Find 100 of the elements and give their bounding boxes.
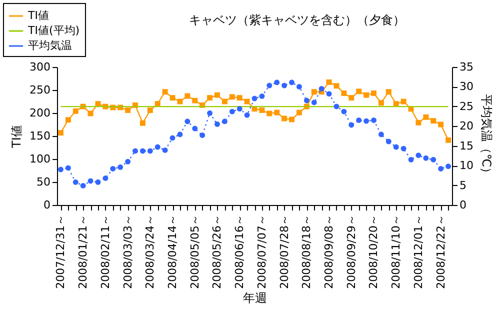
point bbox=[348, 122, 354, 128]
point bbox=[356, 88, 362, 94]
point bbox=[334, 104, 340, 110]
point bbox=[140, 148, 146, 154]
x-tick-label: 2008/05/05～ bbox=[188, 214, 202, 289]
y-tick-label: 300 bbox=[30, 60, 50, 74]
point bbox=[110, 166, 116, 172]
point bbox=[222, 118, 228, 124]
point bbox=[341, 90, 347, 96]
point bbox=[125, 158, 131, 164]
x-tick-label: 2008/03/24～ bbox=[144, 214, 157, 289]
point bbox=[334, 83, 340, 89]
point bbox=[207, 95, 213, 101]
point bbox=[118, 164, 124, 170]
x-tick-label: 2007/12/31～ bbox=[54, 214, 68, 289]
x-tick-label: 2008/07/07～ bbox=[255, 214, 268, 289]
x-tick-label: 2008/05/26～ bbox=[210, 214, 224, 289]
y2-tick-label: 0 bbox=[460, 198, 466, 212]
x-axis-title: 年週 bbox=[243, 290, 267, 305]
point bbox=[311, 100, 317, 106]
x-tick-label: 2008/09/08～ bbox=[322, 214, 336, 289]
point bbox=[192, 126, 198, 132]
point bbox=[356, 117, 362, 123]
point bbox=[207, 110, 213, 116]
point bbox=[214, 92, 220, 98]
point bbox=[364, 92, 370, 98]
point bbox=[184, 118, 190, 124]
point bbox=[229, 108, 235, 114]
point bbox=[416, 120, 422, 126]
point bbox=[162, 89, 168, 95]
legend-label: 平均気温 bbox=[28, 39, 72, 52]
point bbox=[170, 135, 176, 141]
point bbox=[311, 89, 317, 95]
point bbox=[438, 166, 444, 172]
point bbox=[236, 95, 242, 101]
point bbox=[438, 122, 444, 128]
point bbox=[446, 137, 452, 143]
x-tick-label: 2008/02/11～ bbox=[98, 214, 112, 289]
point bbox=[214, 121, 220, 127]
point bbox=[170, 95, 176, 101]
x-tick-label: 2008/04/14～ bbox=[166, 214, 180, 289]
point bbox=[88, 110, 94, 116]
point bbox=[222, 98, 228, 104]
point bbox=[430, 156, 436, 162]
point bbox=[184, 93, 190, 99]
y-tick-label: 0 bbox=[44, 198, 50, 212]
point bbox=[386, 89, 392, 95]
point bbox=[378, 132, 384, 138]
y2-axis-title: 平均気温（℃） bbox=[479, 94, 494, 180]
point bbox=[289, 80, 295, 86]
point bbox=[65, 165, 71, 171]
point bbox=[400, 146, 406, 152]
point bbox=[154, 144, 160, 150]
point bbox=[200, 132, 206, 138]
x-tick-label: 2008/12/22～ bbox=[434, 214, 448, 289]
point bbox=[341, 108, 347, 114]
x-tick-label: 2008/08/18～ bbox=[300, 214, 314, 289]
point bbox=[326, 91, 332, 97]
legend-label: TI値 bbox=[27, 9, 49, 22]
chart-title: キャベツ（紫キャベツを含む）（夕食） bbox=[189, 13, 405, 27]
point bbox=[364, 118, 370, 124]
point bbox=[318, 86, 324, 92]
point bbox=[177, 98, 183, 104]
y2-tick-label: 10 bbox=[460, 159, 474, 172]
point bbox=[229, 94, 235, 100]
x-tick-label: 2008/07/28～ bbox=[278, 214, 291, 289]
point bbox=[259, 108, 265, 113]
point bbox=[371, 90, 376, 96]
point bbox=[140, 120, 146, 126]
point bbox=[244, 98, 250, 104]
point bbox=[274, 110, 280, 116]
point bbox=[58, 166, 64, 172]
point bbox=[58, 130, 64, 136]
point bbox=[102, 175, 108, 181]
point bbox=[147, 108, 153, 113]
point bbox=[326, 79, 332, 85]
point bbox=[304, 98, 310, 104]
y2-tick-label: 20 bbox=[460, 120, 474, 133]
point bbox=[244, 112, 250, 118]
point bbox=[430, 118, 436, 124]
point bbox=[266, 110, 272, 116]
point bbox=[446, 164, 452, 170]
x-tick-label: 2008/09/29～ bbox=[344, 214, 358, 289]
y-axis-title: TI値 bbox=[10, 125, 24, 149]
point bbox=[80, 182, 86, 188]
point bbox=[125, 108, 131, 113]
point bbox=[296, 84, 302, 90]
point bbox=[416, 152, 422, 158]
point bbox=[296, 110, 302, 116]
point bbox=[289, 116, 294, 122]
x-tick-label: 2008/12/01～ bbox=[412, 214, 425, 289]
y-tick-label: 150 bbox=[30, 130, 50, 142]
y2-tick-label: 35 bbox=[460, 60, 474, 74]
point bbox=[371, 117, 376, 123]
point bbox=[259, 93, 265, 99]
point bbox=[408, 156, 414, 162]
point bbox=[282, 82, 288, 88]
point bbox=[192, 98, 198, 104]
x-tick-label: 2008/06/16～ bbox=[233, 214, 246, 289]
y-tick-label: 250 bbox=[30, 84, 50, 96]
